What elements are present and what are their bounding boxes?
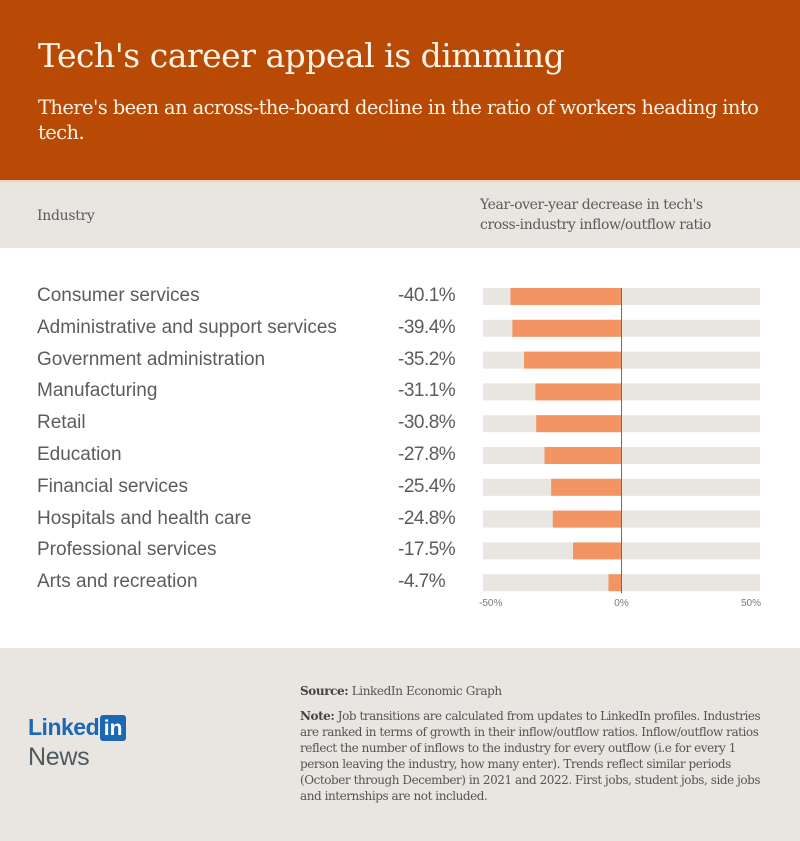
bar: [551, 478, 622, 496]
bar: [552, 510, 622, 528]
metric-header-line-2: cross-industry inflow/outflow ratio: [480, 217, 711, 233]
bar-chart: -50% 0% 50%: [479, 288, 761, 609]
x-tick-label: -50%: [479, 598, 502, 609]
column-header-band: Industry Year-over-year decrease in tech…: [0, 180, 800, 248]
value-label: -27.8%: [398, 444, 456, 465]
metric-column-header: Year-over-year decrease in tech's cross-…: [480, 195, 711, 235]
industry-label: Retail: [37, 412, 86, 434]
footer: Linked in News Source: LinkedIn Economic …: [0, 648, 800, 841]
logo-news-text: News: [28, 743, 90, 771]
bar: [510, 288, 622, 305]
bar: [608, 574, 622, 592]
chart-subtitle: There's been an across-the-board decline…: [38, 96, 759, 144]
note-label: Note:: [300, 709, 335, 723]
bar: [536, 415, 622, 433]
value-label: -35.2%: [398, 348, 456, 370]
value-label: -24.8%: [398, 507, 456, 529]
linkedin-in-icon: in: [100, 714, 127, 741]
bar: [523, 351, 622, 369]
bar: [544, 447, 622, 464]
chart-title: Tech's career appeal is dimming: [38, 36, 565, 75]
value-label: -25.4%: [398, 475, 456, 497]
value-label: -39.4%: [398, 316, 456, 338]
bar: [535, 383, 622, 401]
note-text: Job transitions are calculated from upda…: [300, 709, 761, 803]
logo-wordmark: Linked: [28, 714, 100, 740]
industry-label: Government administration: [37, 348, 266, 370]
industry-label: Consumer services: [37, 285, 200, 306]
bar: [573, 542, 622, 560]
linkedin-news-logo: Linked in News: [28, 714, 127, 772]
source-text: LinkedIn Economic Graph: [348, 684, 502, 698]
industry-label: Education: [37, 444, 122, 465]
x-tick-label: 50%: [741, 598, 761, 609]
source-label: Source:: [300, 684, 349, 698]
industry-label: Professional services: [37, 539, 217, 561]
note-paragraph: Note: Job transitions are calculated fro…: [300, 708, 770, 804]
value-label: -31.1%: [398, 380, 456, 402]
bar: [512, 319, 622, 337]
value-label: -40.1%: [398, 285, 456, 306]
value-label: -17.5%: [398, 539, 456, 561]
x-tick-label: 0%: [614, 598, 629, 609]
industry-label: Hospitals and health care: [37, 507, 252, 529]
value-label: -30.8%: [398, 412, 456, 434]
industry-label: Arts and recreation: [37, 571, 198, 593]
industry-label: Manufacturing: [37, 380, 158, 402]
value-label: -4.7%: [398, 571, 446, 593]
header-banner: Tech's career appeal is dimming There's …: [0, 0, 800, 180]
industry-label: Financial services: [37, 475, 188, 497]
industry-column-header: Industry: [37, 208, 95, 224]
industry-label: Administrative and support services: [37, 316, 337, 338]
source-line: Source: LinkedIn Economic Graph: [300, 684, 502, 698]
metric-header-line-1: Year-over-year decrease in tech's: [480, 197, 703, 213]
